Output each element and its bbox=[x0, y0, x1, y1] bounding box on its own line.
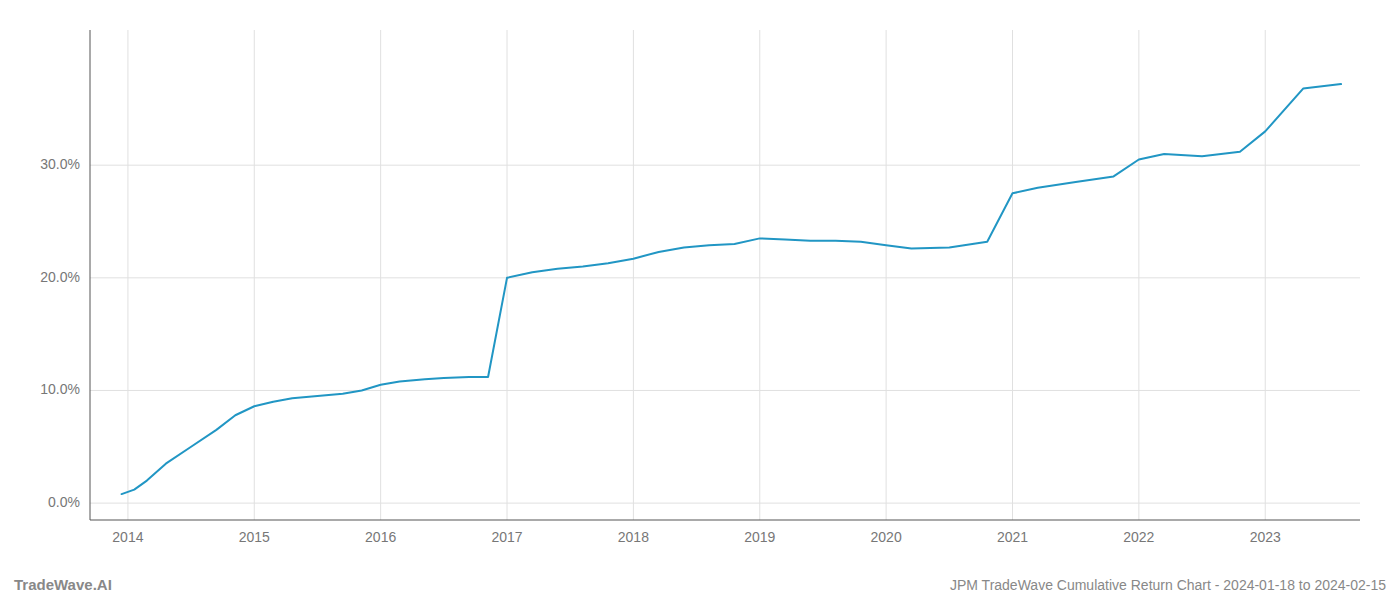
x-tick-label: 2022 bbox=[1123, 529, 1154, 545]
chart: 0.0% 10.0% 20.0% 30.0% 2014 2015 2016 2017 2018 2… bbox=[0, 0, 1400, 600]
y-tick-label: 0.0% bbox=[48, 494, 80, 510]
x-tick-label: 2014 bbox=[112, 529, 143, 545]
y-tick-label: 10.0% bbox=[40, 381, 80, 397]
x-tick-label: 2016 bbox=[365, 529, 396, 545]
grid bbox=[90, 30, 1360, 520]
y-grid-line bbox=[90, 277, 1360, 278]
y-tick-label: 30.0% bbox=[40, 156, 80, 172]
watermark: TradeWave.AI bbox=[14, 576, 112, 593]
series-line bbox=[122, 84, 1341, 494]
title: JPM TradeWave Cumulative Return Chart - … bbox=[950, 577, 1386, 593]
x-tick-label: 2020 bbox=[871, 529, 902, 545]
x-tick-label: 2017 bbox=[491, 529, 522, 545]
y-axis-line bbox=[90, 30, 91, 520]
x-grid-line bbox=[254, 30, 255, 520]
x-grid-line bbox=[759, 30, 760, 520]
x-grid-line bbox=[380, 30, 381, 520]
x-tick-label: 2023 bbox=[1250, 529, 1281, 545]
data-area bbox=[122, 84, 1341, 494]
x-grid-line bbox=[886, 30, 887, 520]
x-grid-line bbox=[1265, 30, 1266, 520]
x-tick-label: 2015 bbox=[239, 529, 270, 545]
y-grid-line bbox=[90, 390, 1360, 391]
y-tick-label: 20.0% bbox=[40, 269, 80, 285]
x-grid-line bbox=[633, 30, 634, 520]
x-tick-label: 2018 bbox=[618, 529, 649, 545]
y-grid-line bbox=[90, 165, 1360, 166]
tick-labels: 0.0% 10.0% 20.0% 30.0% 2014 2015 2016 2017 2018 2… bbox=[40, 156, 1281, 545]
x-grid-line bbox=[127, 30, 128, 520]
x-axis-line bbox=[90, 520, 1360, 521]
x-grid-line bbox=[1012, 30, 1013, 520]
x-tick-label: 2021 bbox=[997, 529, 1028, 545]
x-grid-line bbox=[507, 30, 508, 520]
x-grid-line bbox=[1138, 30, 1139, 520]
y-grid-line bbox=[90, 503, 1360, 504]
x-tick-label: 2019 bbox=[744, 529, 775, 545]
